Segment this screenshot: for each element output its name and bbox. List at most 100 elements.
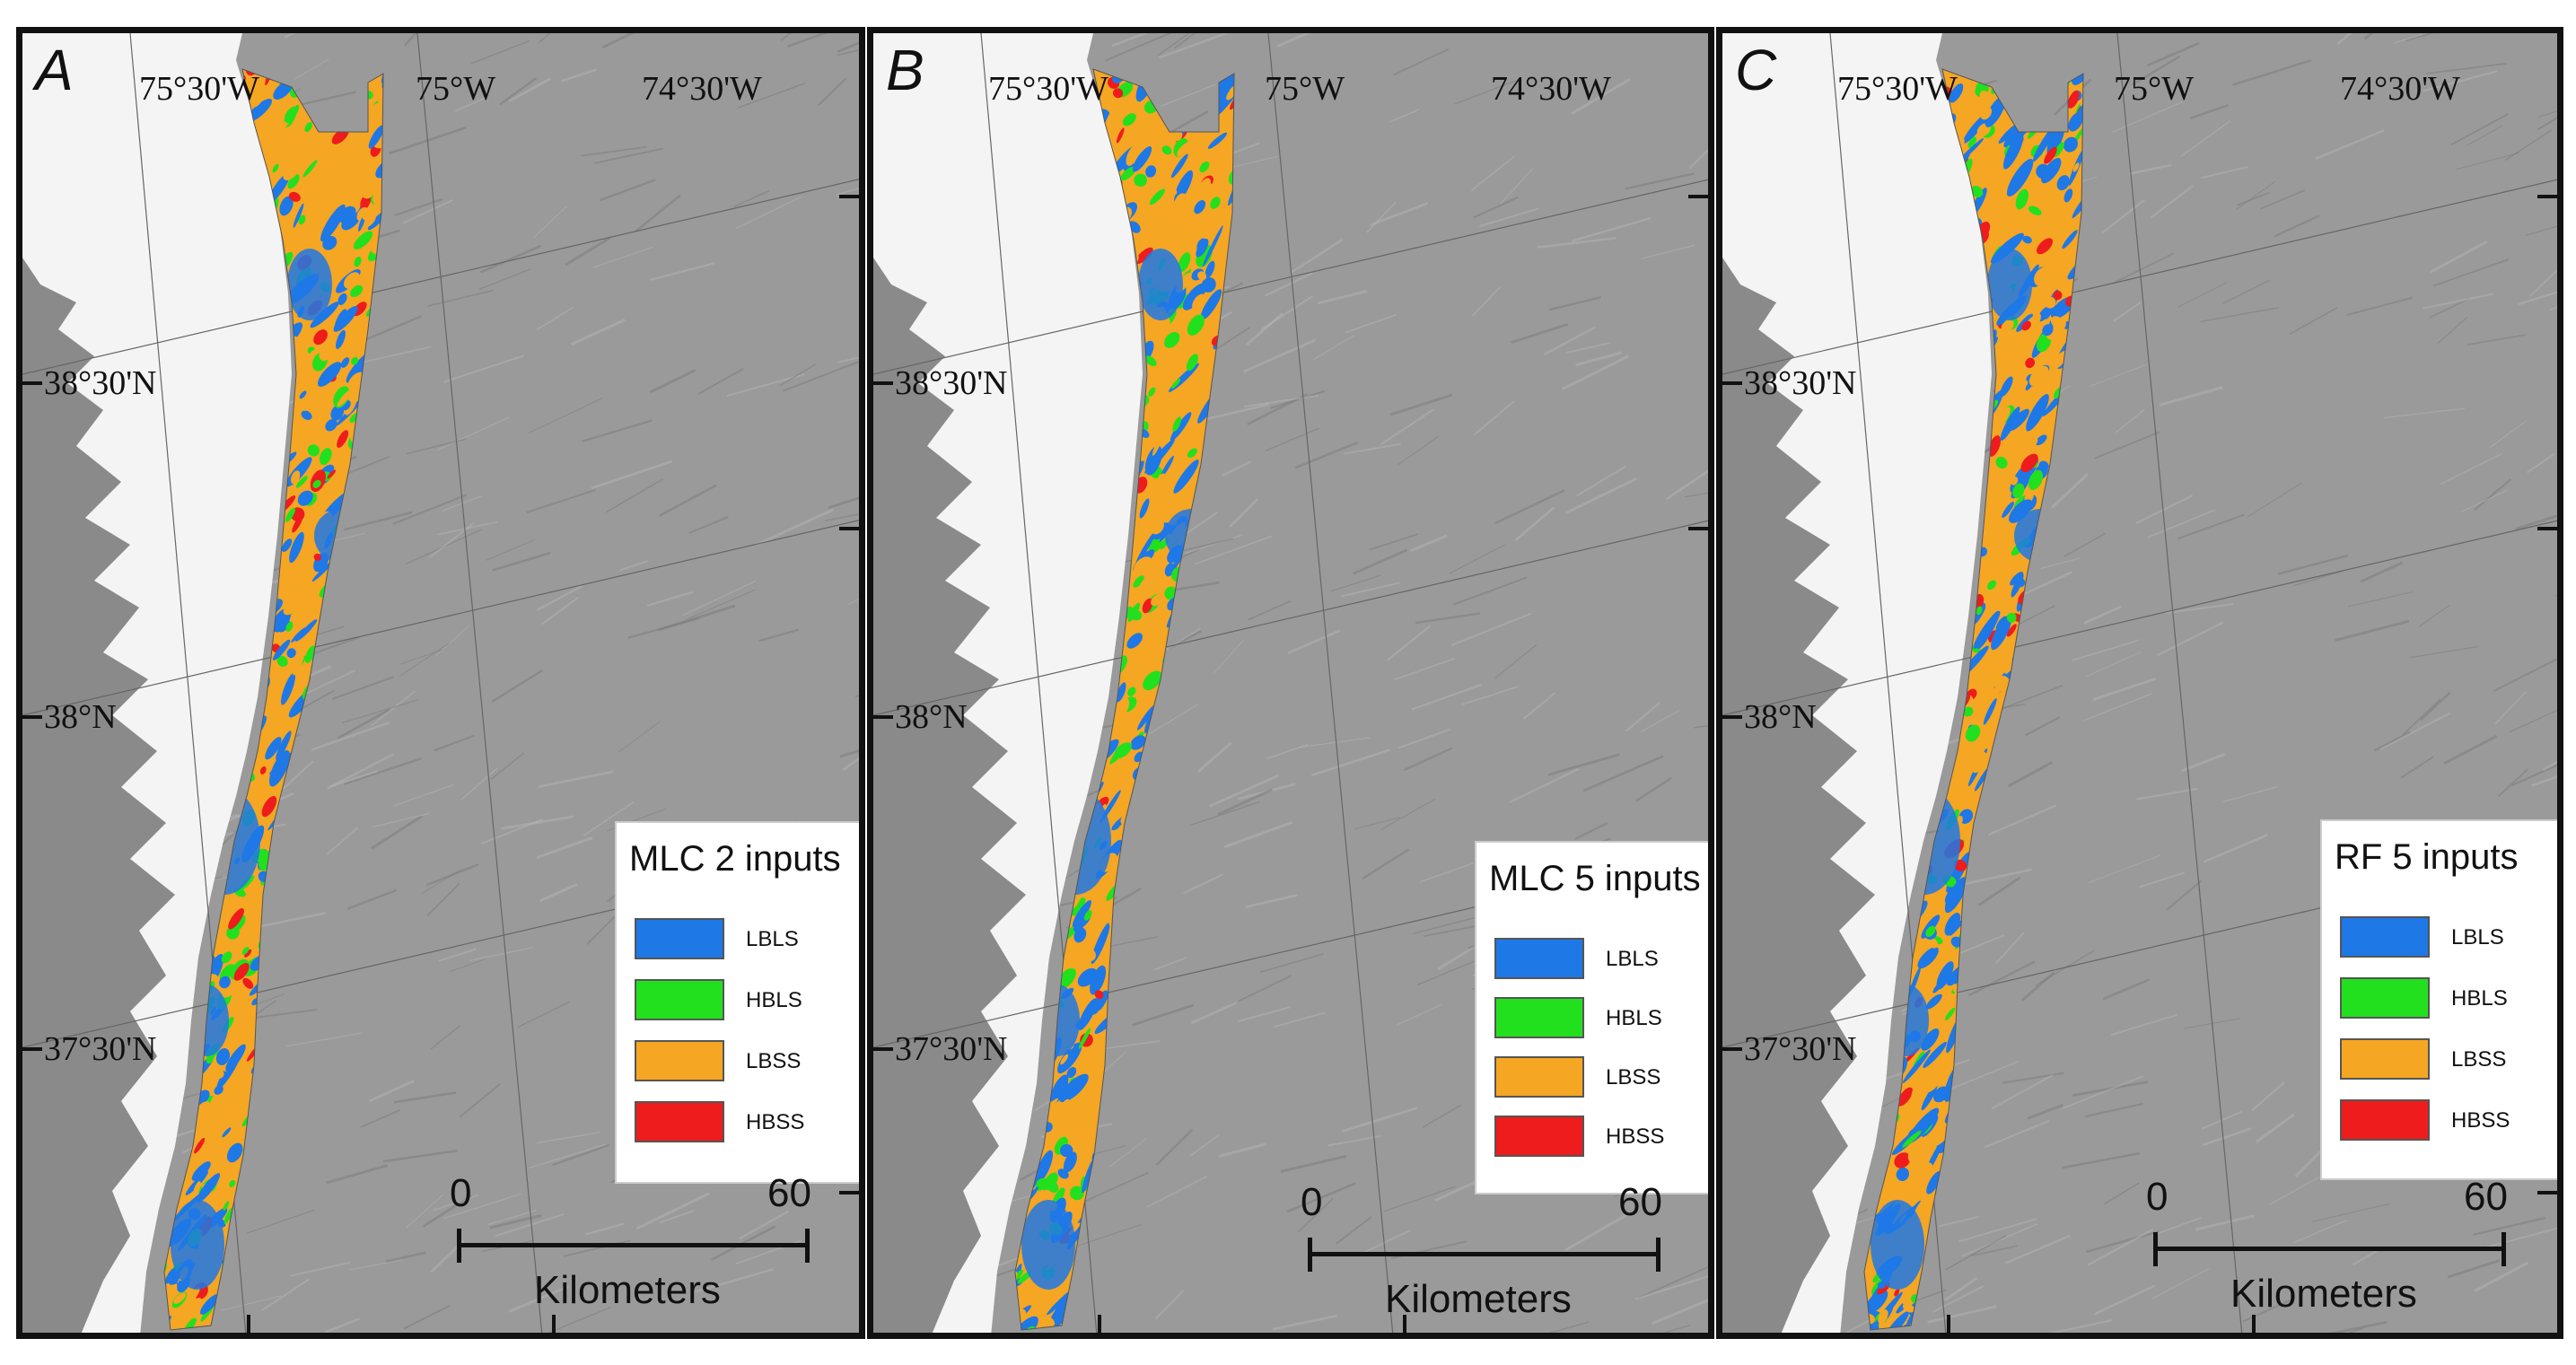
class-patch [1158,412,1170,426]
hillshade-ridge [1189,1134,1220,1158]
hillshade-ridge [2511,764,2557,787]
hillshade-ridge [2558,588,2563,598]
class-patch [298,214,306,225]
class-patch [215,1048,231,1066]
class-patch [1052,1187,1065,1206]
class-patch [1145,165,1157,178]
class-patch [1158,473,1168,484]
class-patch [1197,271,1207,281]
tick [247,1315,250,1333]
hillshade-ridge [658,604,736,632]
class-patch [1091,990,1108,1015]
class-patch [346,152,354,166]
class-patch [2056,175,2070,191]
hillshade-ridge [592,246,654,268]
class-patch [1982,208,1995,222]
hillshade-ridge [394,197,443,217]
graticule-line [1722,520,2557,716]
hillshade-ridge [1971,1245,2019,1257]
class-patch [279,196,294,216]
hillshade-ridge [2221,786,2277,803]
hillshade-ridge [290,1261,351,1277]
hillshade-ridge [220,1295,282,1311]
hillshade-ridge [2025,716,2061,737]
class-patch [1976,606,1983,616]
class-patch [289,582,302,602]
hillshade-ridge [508,77,551,103]
hillshade-ridge [599,179,656,202]
class-patch [289,531,304,564]
hillshade-ridge [1331,574,1381,592]
hillshade-ridge [517,1001,570,1028]
hillshade-ridge [1073,1171,1149,1207]
scale-start-label: 0 [1301,1180,1323,1224]
panel-letter: A [35,38,74,102]
hillshade-ridge [1411,683,1483,711]
hillshade-ridge [343,757,422,785]
class-patch [290,470,301,485]
hillshade-ridge [2329,1320,2388,1333]
class-patch [1984,685,2002,705]
class-patch [279,705,291,722]
latitude-label-37-30n: 37°30'N [44,1030,157,1068]
hillshade-ridge [779,363,817,387]
hillshade-ridge [481,818,544,845]
hillshade-ridge [1389,109,1420,123]
longitude-label-75-30w: 75°30'W [139,70,259,108]
hillshade-ridge [2135,787,2198,801]
class-patch [1114,742,1132,759]
hillshade-ridge [570,319,626,346]
hillshade-ridge [1473,196,1519,219]
class-patch [337,388,354,407]
hillshade-ridge [331,676,394,700]
hillshade-ridge [425,862,479,887]
class-patch [285,621,294,632]
hillshade-ridge [1158,33,1231,59]
latitude-label-38-30n: 38°30'N [44,364,157,402]
hillshade-ridge [2231,59,2312,86]
hillshade-ridge [1182,873,1224,895]
hillshade-ridge [2473,1216,2546,1237]
hillshade-ridge [2360,561,2404,583]
class-patch [228,1027,240,1040]
class-patch [2006,158,2034,197]
class-patch [1958,137,1985,162]
class-patch [2015,130,2022,139]
hillshade-ridge [1711,114,1714,145]
class-patch [1163,226,1176,239]
class-patch [1112,88,1124,99]
hillshade-ridge [326,1164,389,1185]
hillshade-ridge [786,33,828,48]
hillshade-ridge [2180,120,2231,157]
class-patch [2037,238,2054,255]
hillshade-ridge [371,815,424,850]
hillshade-ridge [1500,168,1534,205]
class-patch [223,1206,234,1224]
hillshade-ridge [2379,712,2451,750]
class-patch [340,357,350,368]
class-patch [1200,289,1222,320]
class-patch [292,514,303,533]
hillshade-ridge [552,1143,610,1167]
class-patch [1058,1284,1067,1294]
class-patch [1142,598,1153,614]
longitude-label-74-30w: 74°30'W [642,70,762,108]
panel-letter: B [886,38,924,102]
hillshade-ridge [443,1193,522,1220]
class-patch [185,1287,200,1306]
class-patch [1134,173,1147,188]
class-patch [1922,973,1932,983]
class-patch [354,231,373,249]
class-patch [1031,1284,1039,1297]
hillshade-ridge [1362,848,1410,880]
hillshade-ridge [2268,1173,2326,1206]
class-patch [1987,580,1997,591]
hillshade-ridge [1185,534,1244,555]
hillshade-ridge [1341,1107,1418,1133]
class-patch [1173,193,1187,214]
hillshade-ridge [2050,1318,2113,1333]
hillshade-ridge [429,1025,461,1051]
class-patch [306,600,323,617]
hillshade-ridge [1068,1224,1142,1249]
hillshade-ridge [399,643,450,677]
